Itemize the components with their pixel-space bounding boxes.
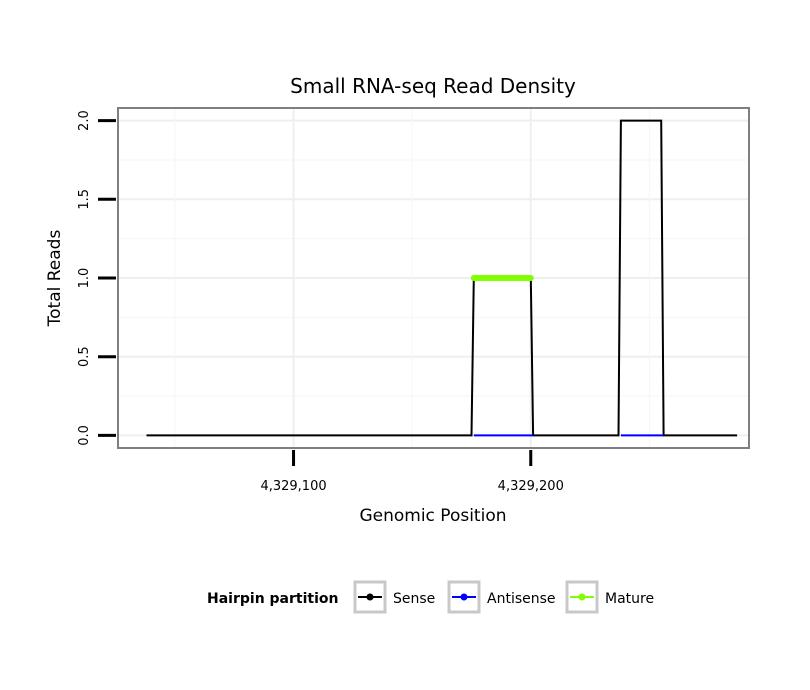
y-tick-label: 2.0 — [77, 110, 92, 131]
y-tick-label: 1.5 — [77, 189, 92, 210]
legend-key-point — [578, 593, 586, 601]
plot-border — [117, 107, 750, 449]
x-axis-title: Genomic Position — [359, 506, 506, 526]
x-axis: 4,329,100 4,329,200 — [260, 450, 564, 494]
y-tick-label: 0.0 — [77, 425, 92, 446]
legend-entry-mature: Mature — [565, 580, 654, 614]
legend: Hairpin partition Sense Antisense Mature — [207, 580, 654, 614]
legend-label-mature: Mature — [605, 591, 654, 607]
data-series — [146, 119, 738, 437]
legend-title: Hairpin partition — [207, 591, 338, 607]
sense-line — [146, 119, 738, 437]
legend-key-point — [366, 593, 374, 601]
legend-key — [565, 580, 599, 614]
chart-title: Small RNA-seq Read Density — [290, 74, 576, 98]
legend-label-antisense: Antisense — [487, 591, 556, 607]
y-axis: 0.0 0.5 1.0 1.5 2.0 — [77, 110, 116, 446]
legend-entry-antisense: Antisense — [447, 580, 556, 614]
x-tick-label: 4,329,100 — [260, 479, 326, 494]
y-axis-title: Total Reads — [45, 230, 65, 328]
x-tick-label: 4,329,200 — [498, 479, 564, 494]
series-sense — [146, 119, 738, 437]
legend-key-point — [460, 593, 468, 601]
legend-entry-sense: Sense — [353, 580, 435, 614]
y-tick-label: 0.5 — [77, 346, 92, 367]
legend-label-sense: Sense — [393, 591, 435, 607]
y-tick-label: 1.0 — [77, 268, 92, 289]
